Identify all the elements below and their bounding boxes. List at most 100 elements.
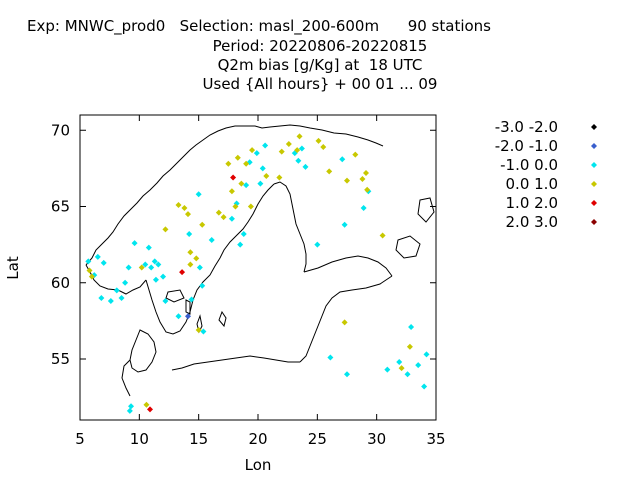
data-point: [131, 240, 138, 247]
coastline-map: [85, 124, 435, 397]
data-point: [396, 359, 403, 366]
data-point: [199, 282, 206, 289]
data-point: [179, 269, 186, 276]
data-point: [262, 142, 269, 149]
data-point: [175, 201, 182, 208]
data-point: [257, 180, 264, 187]
legend-marker: [591, 143, 597, 149]
chart-title-line-1: Exp: MNWC_prod0 Selection: masl_200-600m…: [27, 17, 491, 35]
y-tick-label: 55: [51, 350, 70, 368]
data-point: [398, 365, 405, 372]
data-point: [86, 267, 93, 274]
data-point: [122, 279, 129, 286]
data-point: [143, 401, 150, 408]
data-point: [230, 174, 237, 181]
data-point: [155, 261, 162, 268]
data-point: [234, 154, 241, 161]
chart-title-line-2: Period: 20220806-20220815: [212, 37, 428, 55]
chart-title-line-3: Q2m bias [g/Kg] at 18 UTC: [217, 56, 423, 74]
data-point: [247, 203, 254, 210]
x-tick-label: 10: [130, 430, 149, 448]
data-point: [362, 169, 369, 176]
data-point: [249, 147, 256, 154]
data-point: [243, 182, 250, 189]
x-axis-label: Lon: [245, 456, 272, 474]
data-point: [107, 298, 114, 305]
data-point: [352, 151, 359, 158]
legend-marker: [591, 181, 597, 187]
legend-marker: [591, 162, 597, 168]
data-point: [85, 258, 92, 265]
data-point: [315, 137, 322, 144]
data-point: [184, 211, 191, 218]
data-point: [314, 241, 321, 248]
x-tick-label: 15: [189, 430, 208, 448]
data-point: [320, 144, 327, 151]
legend-label: 0.0 1.0: [506, 175, 558, 193]
data-point: [406, 343, 413, 350]
data-point: [298, 145, 305, 152]
data-point: [195, 327, 202, 334]
data-point: [188, 296, 195, 303]
y-tick-label: 60: [51, 274, 70, 292]
data-point: [142, 261, 149, 268]
x-tick-label: 20: [248, 430, 267, 448]
data-point: [326, 168, 333, 175]
data-point: [341, 221, 348, 228]
data-point: [232, 203, 239, 210]
data-point: [181, 205, 188, 212]
data-point: [423, 351, 430, 358]
data-point: [200, 328, 207, 335]
x-tick-label: 35: [426, 430, 445, 448]
data-point: [125, 264, 132, 271]
data-point: [296, 133, 303, 140]
data-point: [138, 264, 145, 271]
data-point: [151, 258, 158, 265]
legend-label: 1.0 2.0: [506, 194, 558, 212]
data-point: [100, 259, 107, 266]
legend-marker: [591, 124, 597, 130]
data-point: [160, 273, 167, 280]
data-point: [193, 255, 200, 262]
data-point: [341, 319, 348, 326]
x-tick-label: 5: [75, 430, 85, 448]
data-point: [327, 354, 334, 361]
x-tick-label: 25: [308, 430, 327, 448]
data-point: [113, 287, 120, 294]
data-point: [364, 186, 371, 193]
data-point: [175, 313, 182, 320]
data-point: [408, 323, 415, 330]
data-point: [228, 215, 235, 222]
data-point: [344, 371, 350, 378]
data-point: [195, 191, 202, 198]
legend-label: 2.0 3.0: [506, 213, 558, 231]
data-point: [88, 273, 95, 280]
data-point: [339, 156, 346, 163]
data-point: [162, 298, 169, 305]
data-point: [276, 174, 283, 181]
data-point: [302, 163, 309, 170]
data-point: [278, 148, 285, 155]
data-point: [118, 295, 125, 301]
data-point: [421, 383, 428, 390]
data-point: [237, 241, 244, 248]
data-point: [253, 150, 260, 157]
chart-title-line-4: Used {All hours} + 00 01 ... 09: [202, 75, 438, 93]
data-point: [295, 157, 302, 164]
data-point: [294, 147, 301, 154]
data-point: [152, 276, 159, 283]
data-point: [404, 371, 411, 378]
data-point: [186, 230, 193, 237]
data-point: [238, 180, 245, 187]
legend-marker: [591, 219, 597, 225]
data-point: [187, 249, 194, 256]
data-point: [184, 313, 191, 320]
plot-frame: [79, 114, 437, 421]
data-point: [126, 407, 133, 414]
data-point: [128, 403, 135, 410]
data-point: [215, 209, 222, 216]
data-point: [344, 177, 350, 184]
data-point: [162, 226, 169, 233]
data-point: [384, 366, 391, 373]
